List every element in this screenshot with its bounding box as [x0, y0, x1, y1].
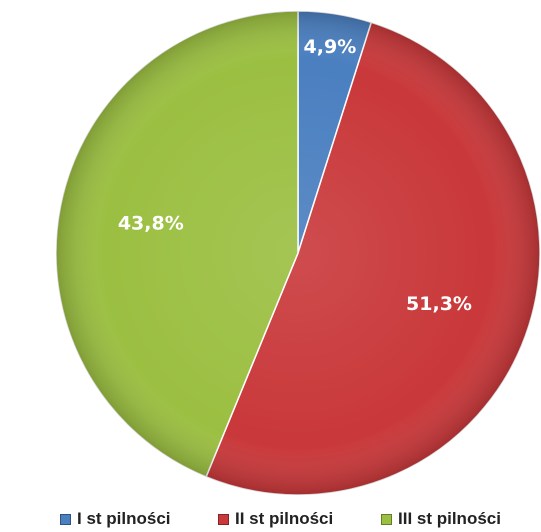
pie-labels: 4,9% 51,3% 43,8% [118, 36, 472, 315]
legend-label-3: III st pilności [398, 509, 501, 528]
legend-swatch-2 [218, 513, 229, 525]
slice-label-1: 4,9% [304, 36, 357, 58]
legend-item-1: I st pilności [60, 506, 171, 532]
legend-swatch-1 [60, 513, 71, 525]
legend-swatch-3 [381, 513, 392, 525]
legend-label-1: I st pilności [77, 509, 171, 528]
legend-item-2: II st pilności [218, 506, 333, 532]
slice-label-3: 43,8% [118, 212, 184, 234]
legend-label-2: II st pilności [235, 509, 334, 528]
pie-chart-svg: 4,9% 51,3% 43,8% [55, 10, 541, 496]
chart-legend: I st pilności II st pilności III st piln… [0, 506, 541, 532]
slice-label-2: 51,3% [406, 293, 472, 315]
pie-slices [55, 10, 541, 496]
legend-item-3: III st pilności [381, 506, 501, 532]
